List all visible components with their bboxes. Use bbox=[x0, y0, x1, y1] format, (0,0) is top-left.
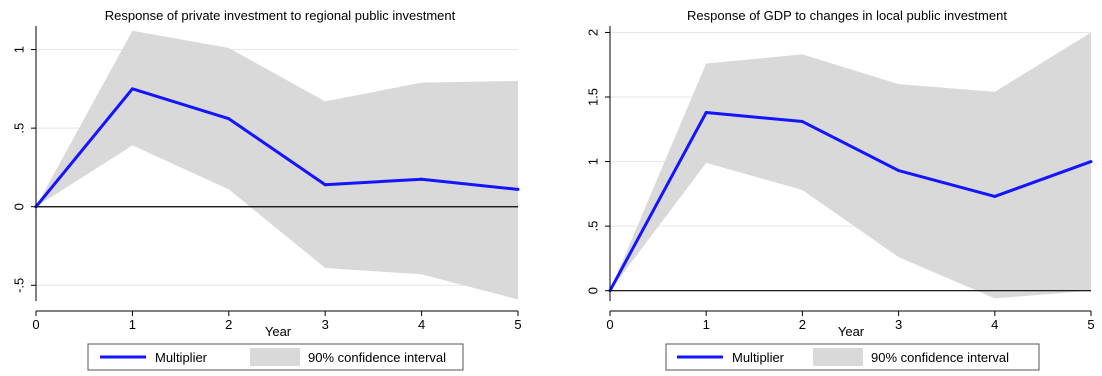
x-tick-label-5: 5 bbox=[1087, 317, 1094, 332]
point-multiplier-2 bbox=[800, 120, 804, 124]
legend-label-multiplier: Multiplier bbox=[732, 350, 785, 365]
series-layer bbox=[608, 111, 1093, 293]
axes: -.5 0 .5 1 0 1 2 3 4 5 bbox=[11, 26, 522, 332]
x-tick-label-4: 4 bbox=[991, 317, 998, 332]
point-multiplier-4 bbox=[420, 177, 424, 181]
x-axis-label: Year bbox=[265, 324, 292, 339]
y-tick-label-3: 1.5 bbox=[585, 88, 600, 106]
point-multiplier-5 bbox=[516, 187, 520, 191]
x-tick-label-2: 2 bbox=[225, 317, 232, 332]
y-tick-label-3: 1 bbox=[11, 46, 26, 53]
point-multiplier-5 bbox=[1089, 160, 1093, 164]
series-line-multiplier bbox=[34, 87, 519, 208]
confidence-band bbox=[36, 30, 518, 300]
x-tick-label-2: 2 bbox=[799, 317, 806, 332]
point-multiplier-1 bbox=[704, 111, 708, 115]
legend-label-multiplier: Multiplier bbox=[155, 350, 208, 365]
confidence-band-layer bbox=[36, 30, 518, 300]
legend-swatch-confidence-interval bbox=[250, 348, 300, 366]
point-multiplier-3 bbox=[323, 183, 327, 187]
point-multiplier-1 bbox=[130, 87, 134, 91]
chart-title: Response of GDP to changes in local publ… bbox=[687, 8, 1007, 23]
legend-label-confidence-interval: 90% confidence interval bbox=[308, 350, 446, 365]
chart-private-investment: Response of private investment to region… bbox=[11, 8, 522, 371]
x-tick-label-5: 5 bbox=[514, 317, 521, 332]
x-axis-label: Year bbox=[838, 324, 865, 339]
x-tick-label-0: 0 bbox=[32, 317, 39, 332]
chart-gdp: Response of GDP to changes in local publ… bbox=[585, 8, 1095, 371]
y-tick-label-1: 0 bbox=[11, 203, 26, 210]
confidence-band-layer bbox=[610, 32, 1091, 299]
legend: Multiplier 90% confidence interval bbox=[665, 343, 1040, 371]
y-tick-label-1: .5 bbox=[585, 221, 600, 232]
x-tick-label-0: 0 bbox=[606, 317, 613, 332]
y-tick-label-0: 0 bbox=[585, 287, 600, 294]
x-tick-label-1: 1 bbox=[129, 317, 136, 332]
point-multiplier-4 bbox=[993, 194, 997, 198]
series-layer bbox=[34, 87, 520, 209]
x-tick-label-4: 4 bbox=[418, 317, 425, 332]
y-tick-label-2: 1 bbox=[585, 158, 600, 165]
legend-label-confidence-interval: 90% confidence interval bbox=[871, 350, 1009, 365]
x-tick-label-3: 3 bbox=[895, 317, 902, 332]
legend: Multiplier 90% confidence interval bbox=[87, 343, 464, 371]
y-tick-label-0: -.5 bbox=[11, 278, 26, 293]
y-tick-label-4: 2 bbox=[585, 29, 600, 36]
legend-swatch-confidence-interval bbox=[813, 348, 863, 366]
x-tick-label-1: 1 bbox=[703, 317, 710, 332]
series-line-multiplier bbox=[608, 111, 1092, 292]
x-tick-label-3: 3 bbox=[322, 317, 329, 332]
point-multiplier-2 bbox=[227, 117, 231, 121]
chart-title: Response of private investment to region… bbox=[105, 8, 456, 23]
axes: 0 .5 1 1.5 2 0 1 2 3 4 5 bbox=[585, 26, 1095, 332]
confidence-band bbox=[610, 32, 1091, 299]
y-tick-label-2: .5 bbox=[11, 123, 26, 134]
point-multiplier-3 bbox=[897, 169, 901, 173]
